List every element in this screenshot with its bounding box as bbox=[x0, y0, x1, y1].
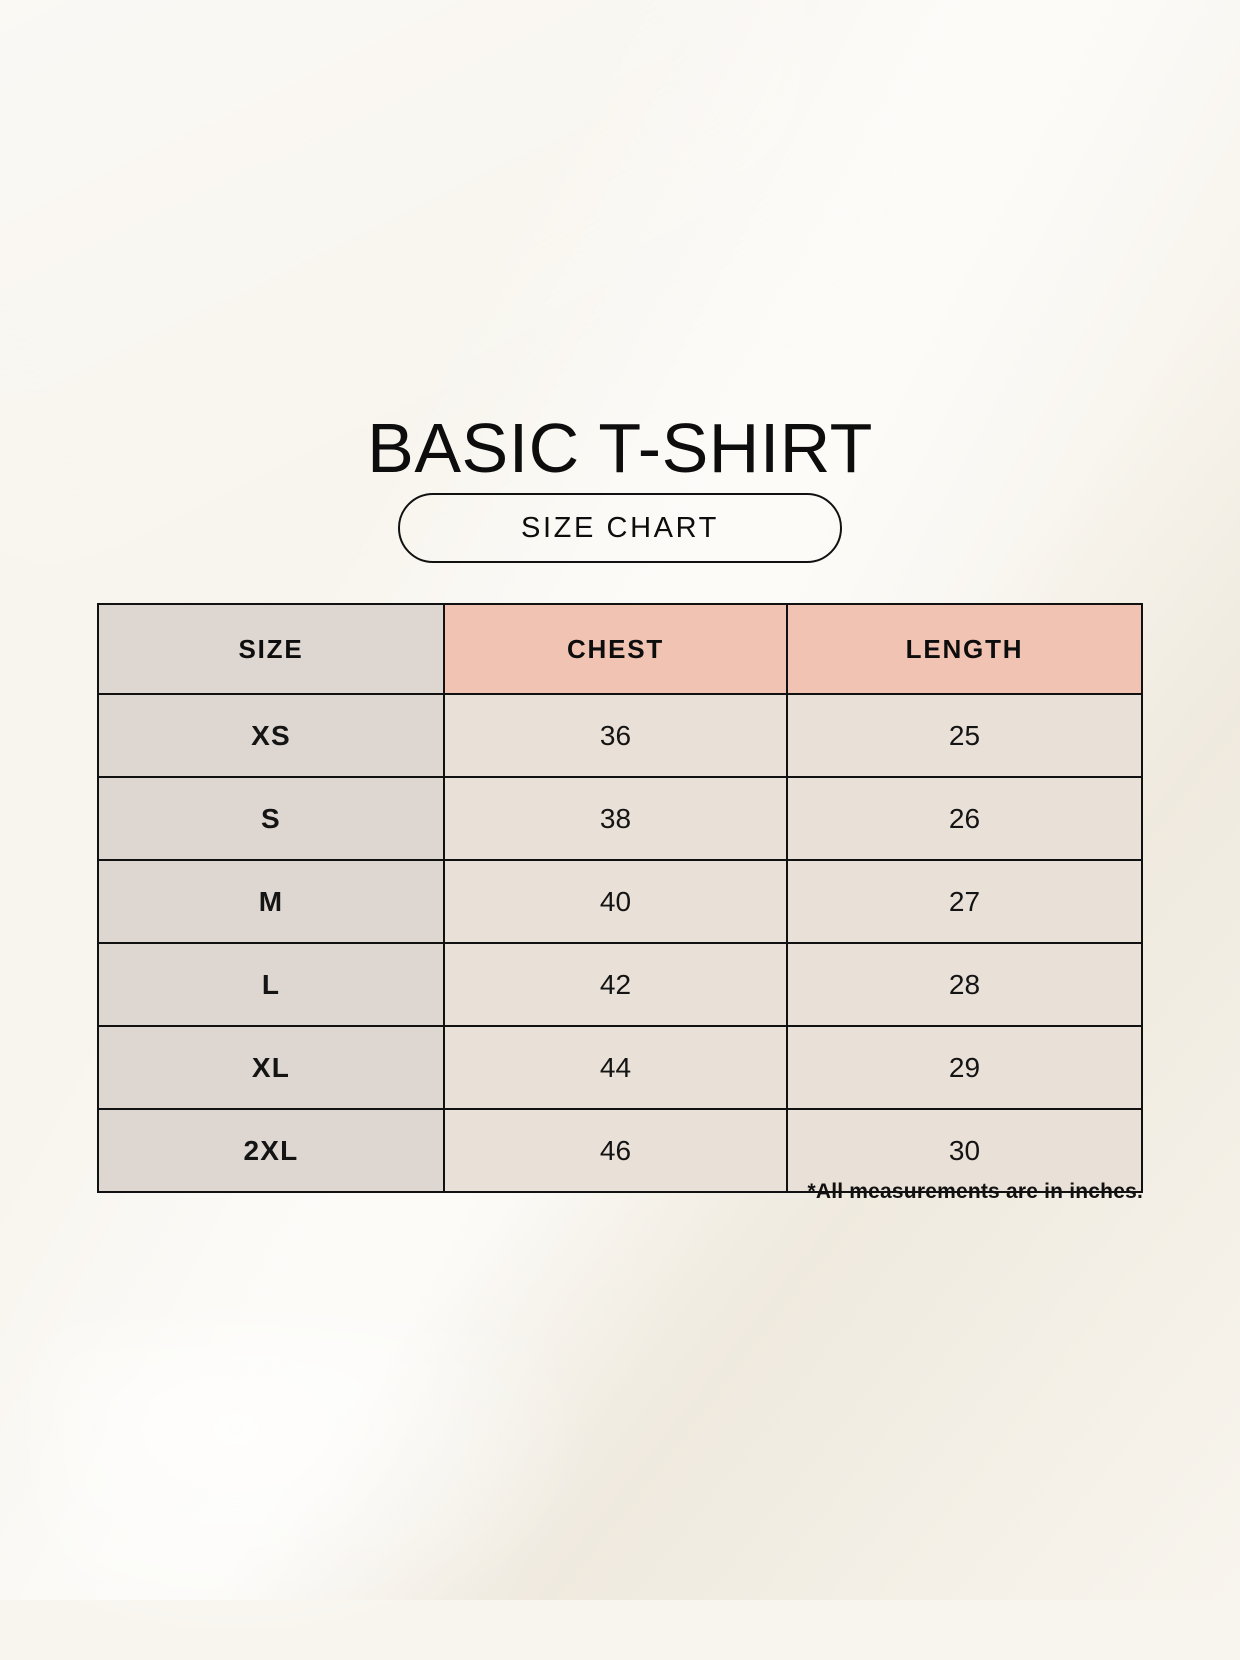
table-header-row: SIZE CHEST LENGTH bbox=[97, 603, 1143, 695]
size-chart-badge: SIZE CHART bbox=[398, 493, 842, 563]
cell-size: S bbox=[97, 776, 445, 861]
cell-length: 28 bbox=[786, 942, 1143, 1027]
cell-size: XS bbox=[97, 693, 445, 778]
table-row: L 42 28 bbox=[97, 942, 1143, 1027]
table-row: M 40 27 bbox=[97, 859, 1143, 944]
page-title: BASIC T-SHIRT bbox=[367, 408, 873, 487]
cell-length: 29 bbox=[786, 1025, 1143, 1110]
cell-length: 25 bbox=[786, 693, 1143, 778]
table-row: XL 44 29 bbox=[97, 1025, 1143, 1110]
size-chart-page: BASIC T-SHIRT SIZE CHART SIZE CHEST LENG… bbox=[97, 408, 1143, 1203]
cell-size: M bbox=[97, 859, 445, 944]
column-header-size: SIZE bbox=[97, 603, 445, 695]
cell-chest: 44 bbox=[443, 1025, 788, 1110]
measurements-footnote: *All measurements are in inches. bbox=[807, 1180, 1143, 1203]
cell-size: L bbox=[97, 942, 445, 1027]
table-row: XS 36 25 bbox=[97, 693, 1143, 778]
size-table-container: SIZE CHEST LENGTH XS 36 25 S 38 26 M bbox=[97, 603, 1143, 1193]
cell-chest: 38 bbox=[443, 776, 788, 861]
cell-chest: 42 bbox=[443, 942, 788, 1027]
cell-length: 26 bbox=[786, 776, 1143, 861]
size-chart-table: SIZE CHEST LENGTH XS 36 25 S 38 26 M bbox=[97, 603, 1143, 1193]
table-row: S 38 26 bbox=[97, 776, 1143, 861]
size-chart-badge-label: SIZE CHART bbox=[521, 511, 719, 544]
column-header-length: LENGTH bbox=[786, 603, 1143, 695]
column-header-chest: CHEST bbox=[443, 603, 788, 695]
cell-size: XL bbox=[97, 1025, 445, 1110]
cell-length: 27 bbox=[786, 859, 1143, 944]
table-body: XS 36 25 S 38 26 M 40 27 L 42 28 bbox=[97, 693, 1143, 1193]
cell-chest: 40 bbox=[443, 859, 788, 944]
cell-chest: 36 bbox=[443, 693, 788, 778]
table-header: SIZE CHEST LENGTH bbox=[97, 603, 1143, 695]
